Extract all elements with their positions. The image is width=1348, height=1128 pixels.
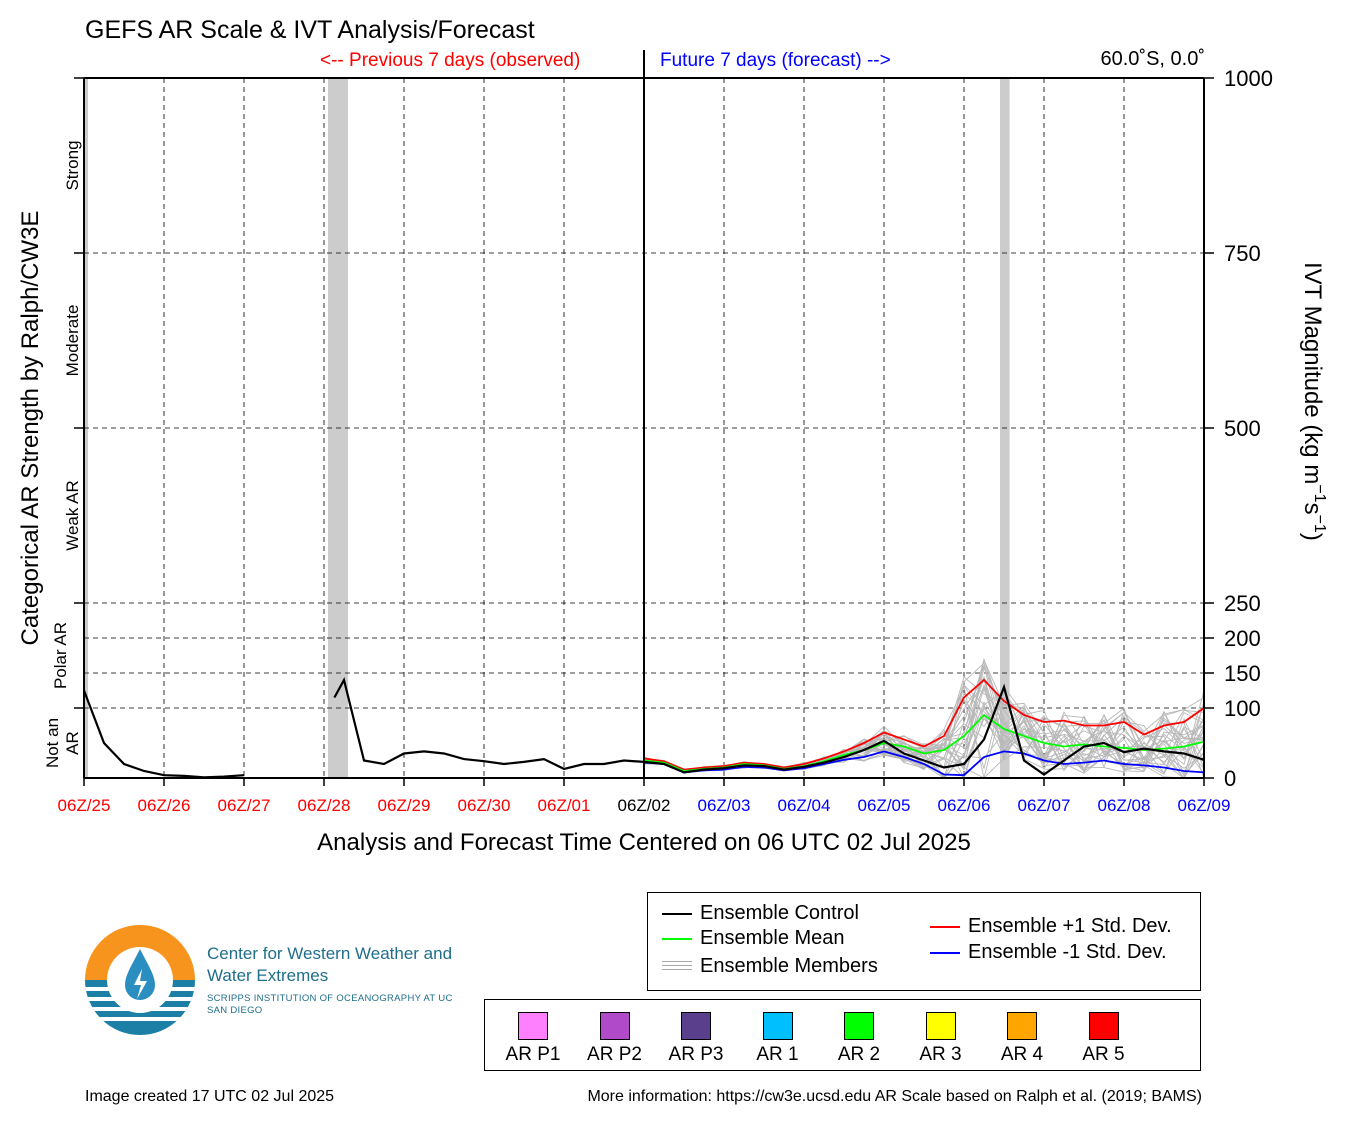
y-tick-label-5: 500 xyxy=(1224,416,1261,441)
y-tick-label-7: 1000 xyxy=(1224,66,1273,91)
ar-scale-item-0: AR P1 xyxy=(493,1012,573,1066)
x-tick-label-2: 06Z/27 xyxy=(218,796,271,815)
ar-scale-item-6: AR 4 xyxy=(982,1012,1062,1066)
future-days-label: Future 7 days (forecast) --> xyxy=(660,50,891,71)
ar-scale-label-7: AR 5 xyxy=(1082,1044,1125,1065)
legend: Ensemble Control Ensemble Mean Ensemble … xyxy=(647,892,1201,991)
x-tick-label-0: 06Z/25 xyxy=(58,796,111,815)
ar-scale-swatch-5 xyxy=(925,1012,956,1040)
ar-scale-label-5: AR 3 xyxy=(919,1044,962,1065)
ar-scale-swatch-4 xyxy=(844,1012,874,1040)
y-tick-label-4: 250 xyxy=(1224,591,1261,616)
ensemble-control-line xyxy=(643,683,1205,776)
previous-days-label: <-- Previous 7 days (observed) xyxy=(320,50,581,71)
legend-minus-std-label: Ensemble -1 Std. Dev. xyxy=(968,941,1167,963)
ar-scale-swatch-1 xyxy=(599,1012,630,1040)
legend-minus-std: Ensemble -1 Std. Dev. xyxy=(930,941,1167,964)
ar-scale-label-6: AR 4 xyxy=(1000,1044,1044,1065)
legend-members-swatch xyxy=(662,960,692,973)
location-label: 60.0˚S, 0.0˚ xyxy=(1100,48,1205,70)
legend-mean-label: Ensemble Mean xyxy=(700,927,845,949)
ar-scale-item-2: AR P3 xyxy=(656,1012,736,1066)
cw3e-logo-icon xyxy=(85,925,195,1035)
x-tick-label-4: 06Z/29 xyxy=(378,796,431,815)
category-label-3: Moderate xyxy=(63,305,82,377)
ar-scale-swatch-7 xyxy=(1088,1012,1119,1040)
category-label-1: Polar AR xyxy=(51,622,70,689)
ar-scale-swatch-3 xyxy=(762,1012,793,1040)
x-tick-label-12: 06Z/07 xyxy=(1018,796,1071,815)
category-label-2: Weak AR xyxy=(63,480,82,551)
x-tick-label-7: 06Z/02 xyxy=(618,796,671,815)
x-tick-label-9: 06Z/04 xyxy=(778,796,831,815)
legend-control: Ensemble Control xyxy=(662,902,859,925)
ar-scale-item-3: AR 1 xyxy=(738,1012,818,1066)
legend-plus-std-swatch xyxy=(930,925,960,928)
observed-ivt-line-0 xyxy=(82,690,245,779)
ar-scale-label-1: AR P2 xyxy=(587,1044,642,1065)
y-tick-label-1: 100 xyxy=(1224,696,1261,721)
x-tick-label-8: 06Z/03 xyxy=(698,796,751,815)
x-axis-label: Analysis and Forecast Time Centered on 0… xyxy=(317,829,971,856)
x-tick-label-3: 06Z/28 xyxy=(298,796,351,815)
legend-members: Ensemble Members xyxy=(662,955,878,978)
x-tick-label-5: 06Z/30 xyxy=(458,796,511,815)
ar-scale-item-5: AR 3 xyxy=(901,1012,981,1066)
logo-name: Center for Western Weather and Water Ext… xyxy=(207,944,453,985)
y-axis-right-label: IVT Magnitude (kg m−1s−1) xyxy=(1299,262,1328,541)
legend-plus-std-label: Ensemble +1 Std. Dev. xyxy=(968,915,1172,937)
x-tick-label-11: 06Z/06 xyxy=(938,796,991,815)
more-info-text: More information: https://cw3e.ucsd.edu … xyxy=(587,1088,1202,1105)
category-label-not-an-ar-1: Not an xyxy=(43,718,62,768)
y-axis-left-label: Categorical AR Strength by Ralph/CW3E xyxy=(17,211,44,646)
legend-mean: Ensemble Mean xyxy=(662,927,845,950)
logo-subtitle: SCRIPPS INSTITUTION OF OCEANOGRAPHY AT U… xyxy=(207,993,453,1016)
y-tick-label-0: 0 xyxy=(1224,766,1236,791)
ar-scale-swatch-0 xyxy=(518,1012,548,1040)
ar-scale-item-1: AR P2 xyxy=(575,1012,655,1066)
category-label-not-an-ar-2: AR xyxy=(63,731,82,755)
ar-scale-swatch-2 xyxy=(681,1012,711,1040)
category-label-4: Strong xyxy=(63,140,82,190)
ensemble-plus-std-line xyxy=(643,678,1205,771)
legend-control-swatch xyxy=(662,912,692,915)
x-tick-label-10: 06Z/05 xyxy=(858,796,911,815)
ar-scale-label-3: AR 1 xyxy=(756,1044,799,1065)
ensemble-minus-std-line xyxy=(643,750,1205,777)
image-created-text: Image created 17 UTC 02 Jul 2025 xyxy=(85,1088,335,1105)
ar-scale-label-2: AR P3 xyxy=(668,1044,724,1065)
x-tick-label-13: 06Z/08 xyxy=(1098,796,1151,815)
legend-minus-std-swatch xyxy=(930,951,960,954)
observed-ivt-line-1 xyxy=(333,677,645,771)
ar-scale-legend: AR P1 AR P2 AR P3 AR 1 AR 2 AR 3 AR 4 AR 5 xyxy=(484,999,1201,1071)
legend-control-label: Ensemble Control xyxy=(700,902,859,924)
ar-scale-item-7: AR 5 xyxy=(1064,1012,1144,1066)
ar-scale-swatch-6 xyxy=(1007,1012,1037,1040)
ar-scale-label-0: AR P1 xyxy=(505,1044,561,1065)
legend-plus-std: Ensemble +1 Std. Dev. xyxy=(930,915,1172,938)
y-tick-label-6: 750 xyxy=(1224,241,1261,266)
chart-title: GEFS AR Scale & IVT Analysis/Forecast xyxy=(85,16,535,44)
x-tick-label-1: 06Z/26 xyxy=(138,796,191,815)
x-tick-label-14: 06Z/09 xyxy=(1178,796,1231,815)
y-tick-label-3: 200 xyxy=(1224,626,1261,651)
legend-members-label: Ensemble Members xyxy=(700,955,878,977)
legend-mean-swatch xyxy=(662,937,692,940)
ar-scale-item-4: AR 2 xyxy=(819,1012,899,1066)
x-tick-label-6: 06Z/01 xyxy=(538,796,591,815)
ar-scale-label-4: AR 2 xyxy=(837,1044,881,1065)
y-tick-label-2: 150 xyxy=(1224,661,1261,686)
